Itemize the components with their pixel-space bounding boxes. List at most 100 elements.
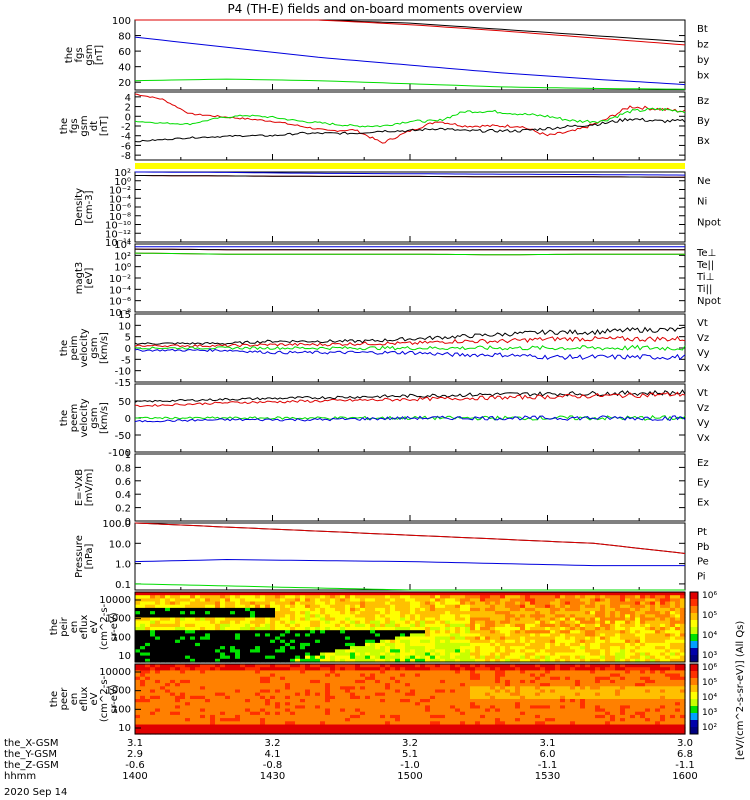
spectrogram-cell	[595, 711, 601, 716]
spectrogram-cell	[520, 695, 526, 700]
spectrogram-cell	[495, 655, 501, 660]
spectrogram-cell	[360, 705, 366, 710]
spectrogram-cell	[495, 705, 501, 710]
spectrogram-cell	[380, 730, 386, 735]
spectrogram-cell	[255, 705, 261, 710]
spectrogram-cell	[645, 601, 651, 606]
ytick-label: 10	[118, 321, 131, 332]
spectrogram-cell	[520, 607, 526, 612]
spectrogram-cell	[320, 714, 326, 719]
spectrogram-cell	[580, 636, 586, 641]
spectrogram-cell	[480, 617, 486, 622]
legend-Pi: Pi	[697, 571, 706, 582]
spectrogram-cell	[160, 730, 166, 735]
spectrogram-cell	[135, 664, 141, 668]
spectrogram-cell	[320, 617, 326, 622]
spectrogram-cell	[410, 646, 416, 650]
spectrogram-cell	[680, 655, 686, 660]
spectrogram-cell	[635, 627, 641, 631]
spectrogram-cell	[365, 689, 371, 694]
spectrogram-cell	[665, 658, 671, 663]
spectrogram-cell	[635, 655, 641, 660]
spectrogram-cell	[410, 727, 416, 732]
spectrogram-cell	[545, 667, 551, 671]
spectrogram-cell	[635, 598, 641, 603]
spectrogram-cell	[570, 598, 576, 603]
spectrogram-cell	[490, 667, 496, 671]
spectrogram-cell	[200, 676, 206, 681]
spectrogram-cell	[255, 689, 261, 694]
ytick-label: 100	[112, 16, 131, 27]
spectrogram-cell	[560, 592, 566, 596]
spectrogram-cell	[375, 639, 381, 644]
spectrogram-cell	[225, 721, 231, 726]
spectrogram-cell	[190, 658, 196, 663]
spectrogram-cell	[205, 714, 211, 719]
spectrogram-cell	[175, 655, 181, 660]
spectrogram-cell	[310, 633, 316, 638]
spectrogram-cell	[460, 708, 466, 713]
spectrogram-cell	[585, 623, 591, 628]
spectrogram-cell	[525, 646, 531, 650]
spectrogram-cell	[625, 686, 631, 691]
spectrogram-cell	[375, 598, 381, 603]
spectrogram-cell	[540, 623, 546, 628]
spectrogram-cell	[550, 683, 556, 687]
spectrogram-cell	[415, 658, 421, 663]
spectrogram-cell	[560, 611, 566, 615]
ytick-label: -4	[121, 132, 131, 143]
spectrogram-cell	[160, 683, 166, 687]
spectrogram-cell	[570, 655, 576, 660]
spectrogram-cell	[295, 730, 301, 735]
spectrogram-cell	[325, 633, 331, 638]
spectrogram-cell	[440, 714, 446, 719]
spectrogram-cell	[580, 649, 586, 654]
spectrogram-cell	[315, 676, 321, 681]
spectrogram-cell	[520, 714, 526, 719]
spectrogram-cell	[160, 614, 166, 619]
spectrogram-cell	[565, 664, 571, 668]
legend-Ez: Ez	[697, 458, 709, 469]
spectrogram-cell	[185, 601, 191, 606]
ytick-label: 15	[118, 310, 131, 321]
spectrogram-cell	[555, 718, 561, 722]
spectrogram-cell	[495, 646, 501, 650]
spectrogram-cell	[435, 592, 441, 596]
spectrogram-cell	[270, 630, 276, 634]
spectrogram-cell	[235, 639, 241, 644]
spectrogram-cell	[620, 695, 626, 700]
spectrogram-cell	[285, 724, 291, 729]
spectrogram-cell	[485, 708, 491, 713]
spectrogram-cell	[415, 711, 421, 716]
spectrogram-cell	[150, 730, 156, 735]
spectrogram-cell	[360, 679, 366, 684]
spectrogram-cell	[140, 604, 146, 609]
series-bz-line	[135, 19, 686, 46]
spectrogram-cell	[175, 611, 181, 615]
spectrogram-cell	[300, 708, 306, 713]
spectrogram-cell	[565, 595, 571, 599]
spectrogram-cell	[375, 714, 381, 719]
spectrogram-cell	[220, 724, 226, 729]
spectrogram-cell	[570, 623, 576, 628]
spectrogram-cell	[235, 673, 241, 678]
spectrogram-cell	[380, 683, 386, 687]
spectrogram-cell	[460, 667, 466, 671]
spectrogram-cell	[145, 724, 151, 729]
spectrogram-cell	[645, 627, 651, 631]
spectrogram-cell	[295, 727, 301, 732]
spectrogram-cell	[225, 649, 231, 654]
spectrogram-cell	[425, 598, 431, 603]
spectrogram-cell	[465, 658, 471, 663]
spectrogram-cell	[135, 592, 141, 596]
spectrogram-cell	[165, 595, 171, 599]
spectrogram-cell	[550, 708, 556, 713]
spectrogram-cell	[205, 702, 211, 706]
spectrogram-cell	[500, 686, 506, 691]
spectrogram-cell	[620, 614, 626, 619]
spectrogram-cell	[500, 592, 506, 596]
spectrogram-cell	[180, 595, 186, 599]
spectrogram-cell	[225, 607, 231, 612]
spectrogram-cell	[340, 667, 346, 671]
spectrogram-cell	[465, 689, 471, 694]
